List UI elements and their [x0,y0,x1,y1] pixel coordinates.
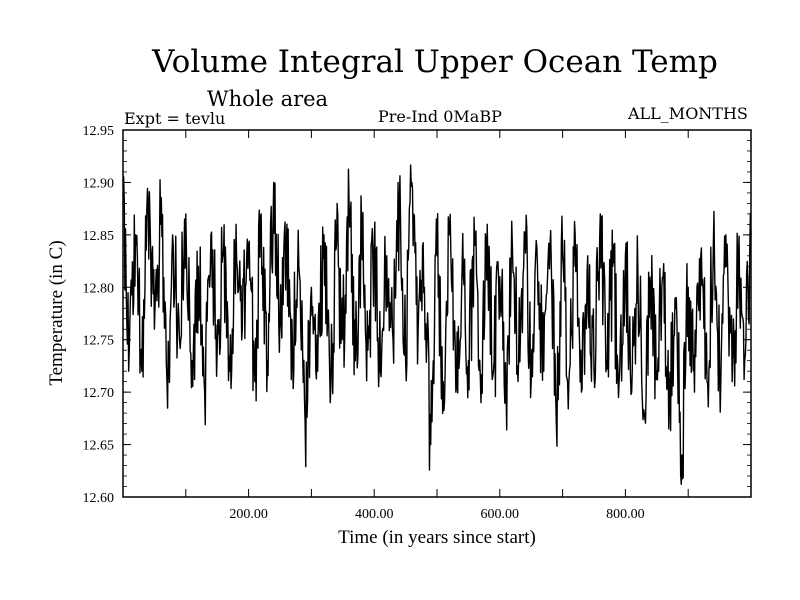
y-tick-label: 12.65 [83,439,115,454]
x-tick-labels: 200.00 400.00 600.00 800.00 [229,507,644,522]
x-tick-label: 200.00 [229,507,268,522]
plot-frame [122,129,752,498]
period-label: Pre-Ind 0MaBP [378,107,502,126]
y-tick-label: 12.70 [83,386,115,401]
y-tick-label: 12.90 [83,176,115,191]
experiment-label: Expt = tevlu [124,109,226,128]
x-tick-label: 800.00 [606,507,645,522]
chart-subtitle: Whole area [207,87,329,111]
x-tick-label: 600.00 [481,507,520,522]
x-tick-label: 400.00 [355,507,394,522]
y-tick-labels: 12.60 12.65 12.70 12.75 12.80 12.85 12.90 12.95 [83,124,115,506]
y-tick-label: 12.75 [83,334,115,349]
x-axis-label: Time (in years since start) [338,527,536,548]
y-axis-label: Temperature (in C) [46,240,67,385]
series-layer [122,164,752,486]
y-tick-label: 12.60 [83,491,115,506]
chart-title: Volume Integral Upper Ocean Temp [152,44,718,80]
ticks-layer [123,129,751,498]
y-tick-label: 12.95 [83,124,115,139]
months-label: ALL_MONTHS [628,104,748,123]
y-tick-label: 12.80 [83,281,115,296]
series-line [122,164,752,486]
y-tick-label: 12.85 [83,229,115,244]
